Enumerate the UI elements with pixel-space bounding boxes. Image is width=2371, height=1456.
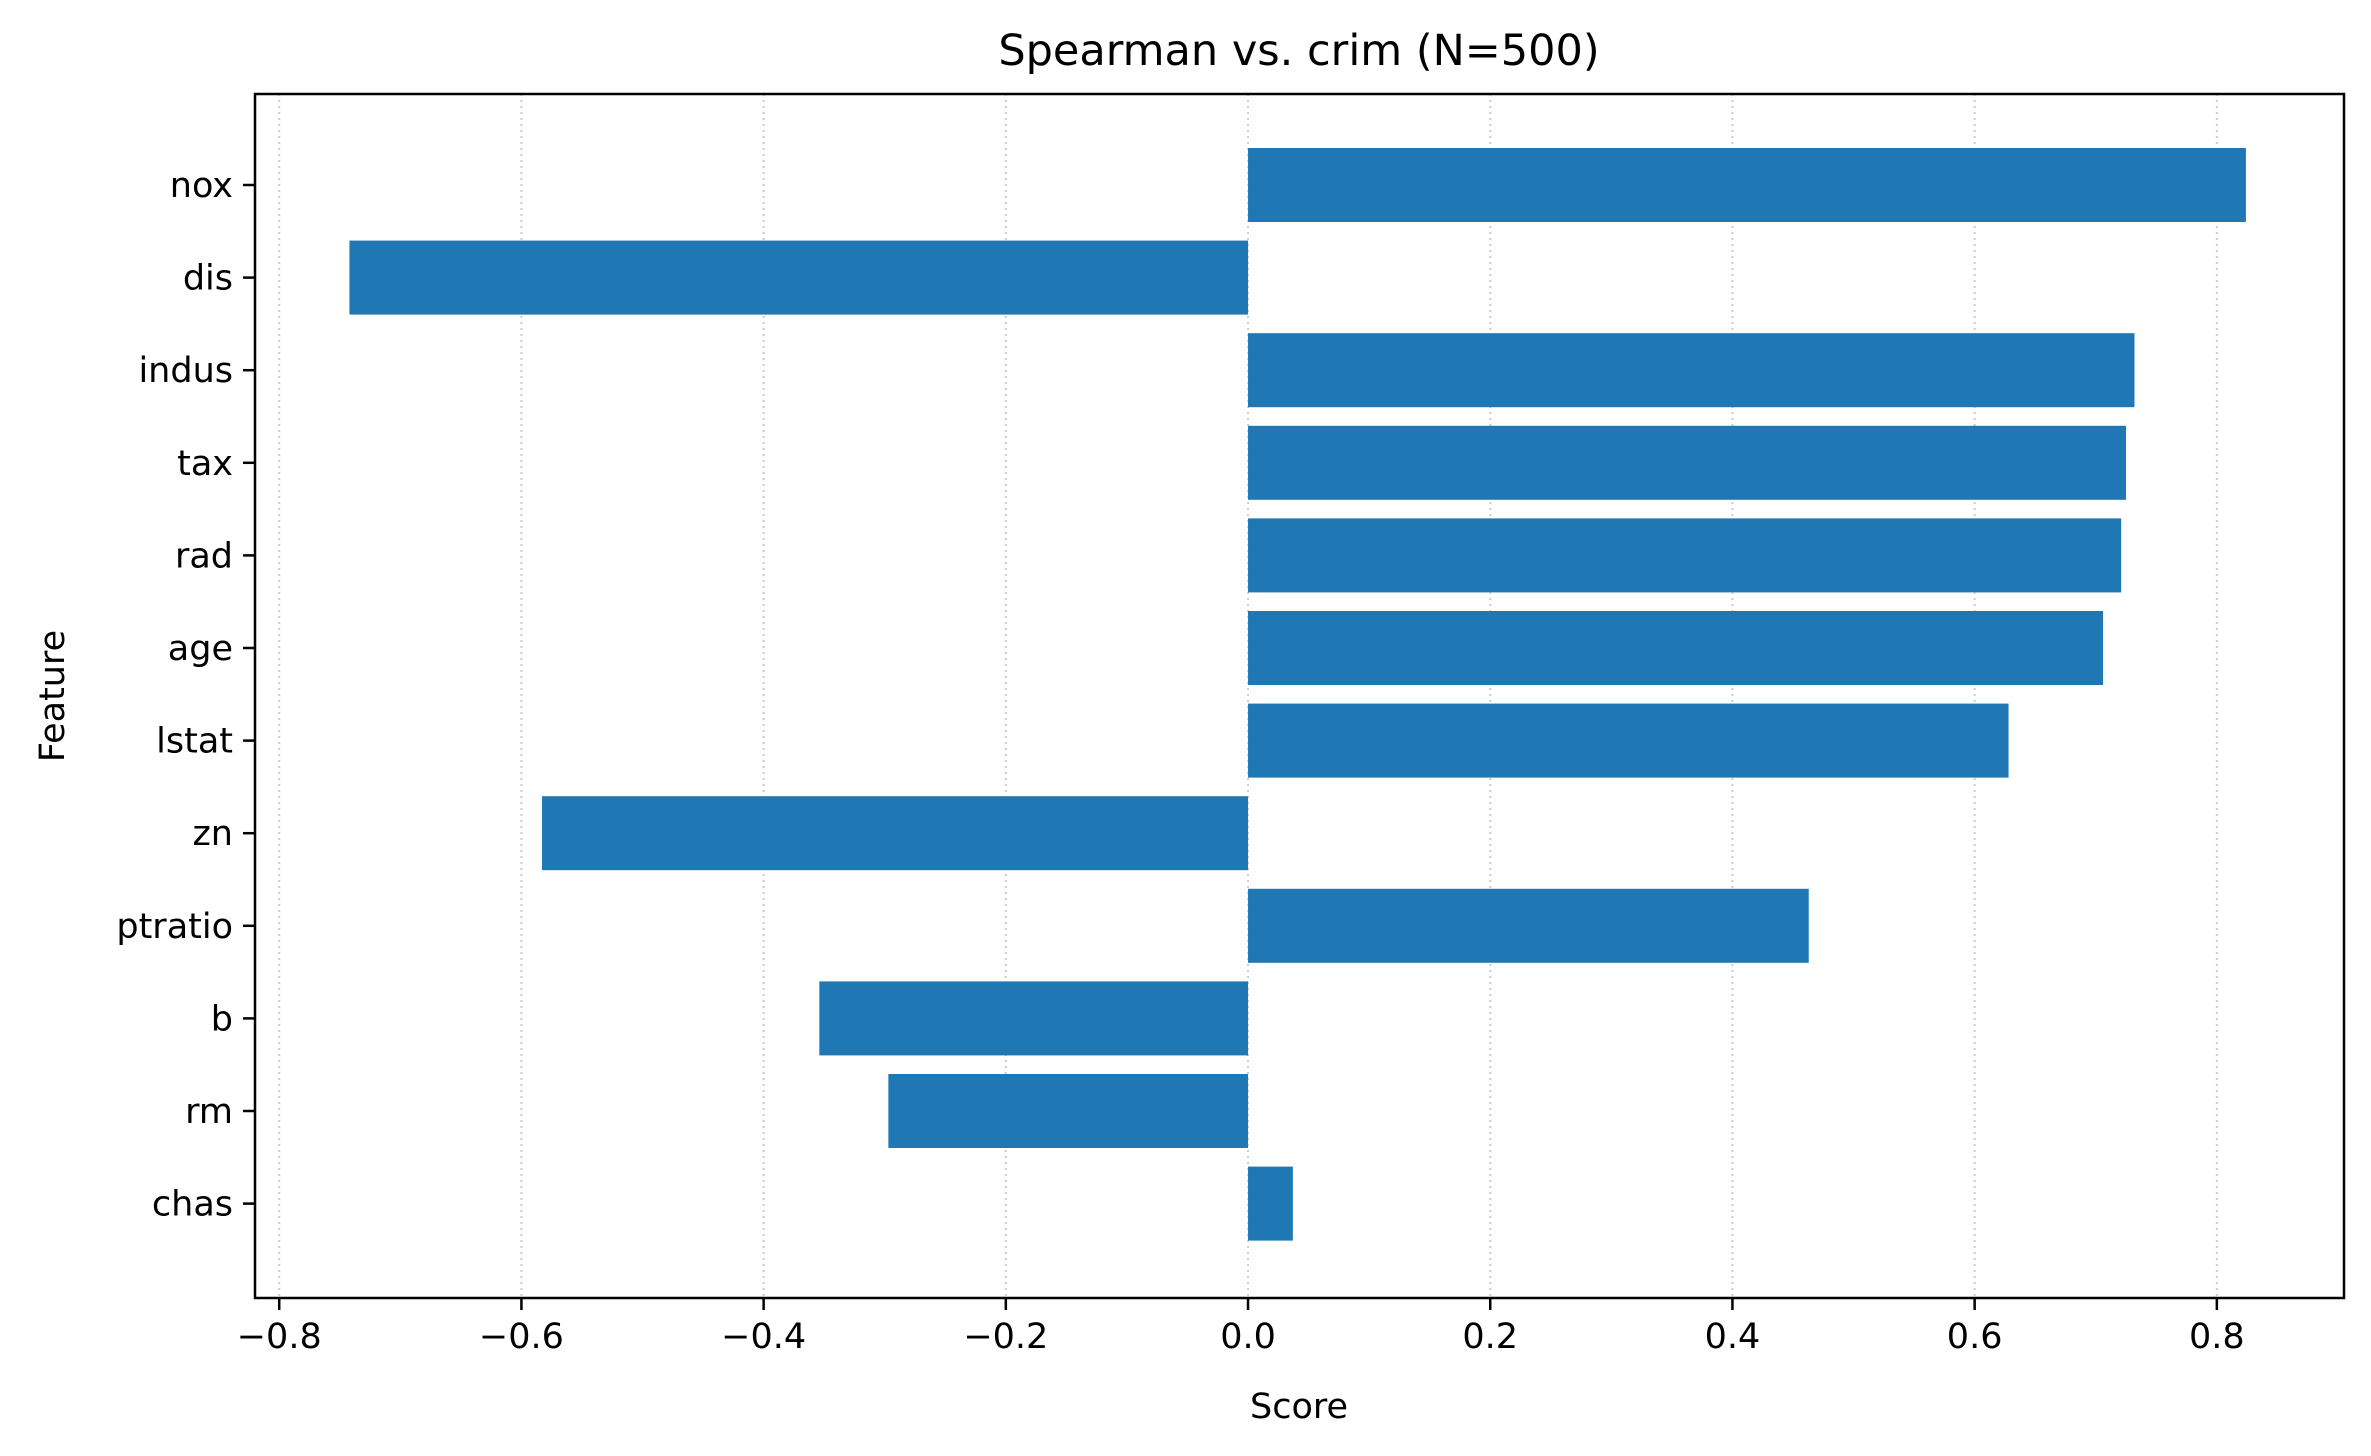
bar-indus	[1248, 333, 2135, 408]
x-tick-label: −0.8	[237, 1317, 322, 1357]
x-tick-label: 0.6	[1947, 1317, 2003, 1357]
y-tick-label: chas	[152, 1185, 233, 1225]
bar-b	[819, 981, 1249, 1056]
y-tick-label: rad	[175, 536, 233, 576]
x-tick-label: 0.8	[2189, 1317, 2245, 1357]
bar-ptratio	[1248, 888, 1809, 963]
chart-title: Spearman vs. crim (N=500)	[998, 26, 1599, 76]
bar-age	[1248, 611, 2104, 685]
y-tick-label: lstat	[156, 722, 233, 762]
x-axis-ticks: −0.8 −0.6 −0.4 −0.2 0.0 0.2 0.4 0.6 0.8	[237, 1298, 2245, 1357]
bars	[349, 148, 2246, 1241]
x-tick-label: −0.6	[479, 1317, 564, 1357]
y-axis-label: Feature	[33, 630, 73, 762]
x-tick-label: −0.2	[963, 1317, 1048, 1357]
bar-dis	[349, 240, 1249, 315]
plot-frame	[253, 92, 2346, 1300]
bar-zn	[542, 796, 1249, 871]
x-tick-label: −0.4	[721, 1317, 806, 1357]
y-axis-ticks: nox dis indus tax rad age lstat zn ptratio b rm cha…	[116, 166, 255, 1225]
y-tick-label: zn	[192, 814, 233, 854]
x-tick-label: 0.4	[1705, 1317, 1761, 1357]
y-tick-label: indus	[138, 351, 233, 391]
bar-rad	[1248, 518, 2122, 593]
x-axis-label: Score	[1250, 1387, 1348, 1427]
y-tick-label: ptratio	[116, 907, 233, 947]
bar-chas	[1248, 1166, 1293, 1241]
y-tick-label: dis	[183, 259, 233, 299]
x-tick-label: 0.0	[1220, 1317, 1276, 1357]
bar-rm	[888, 1074, 1249, 1148]
y-tick-label: tax	[177, 444, 233, 484]
bar-lstat	[1248, 703, 2009, 778]
y-tick-label: rm	[185, 1092, 233, 1132]
y-tick-label: nox	[170, 166, 233, 206]
y-tick-label: age	[168, 629, 233, 669]
bar-tax	[1248, 425, 2127, 500]
y-tick-label: b	[211, 999, 233, 1039]
bar-nox	[1248, 148, 2246, 222]
x-tick-label: 0.2	[1462, 1317, 1518, 1357]
